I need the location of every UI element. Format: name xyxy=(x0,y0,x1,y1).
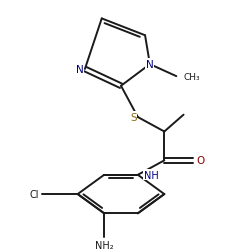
Text: NH₂: NH₂ xyxy=(95,240,113,250)
Text: Cl: Cl xyxy=(30,189,39,199)
Text: O: O xyxy=(197,156,205,166)
Text: S: S xyxy=(130,112,137,122)
Text: N: N xyxy=(76,65,84,75)
Text: N: N xyxy=(146,60,154,70)
Text: NH: NH xyxy=(144,170,159,180)
Text: CH₃: CH₃ xyxy=(184,72,200,81)
